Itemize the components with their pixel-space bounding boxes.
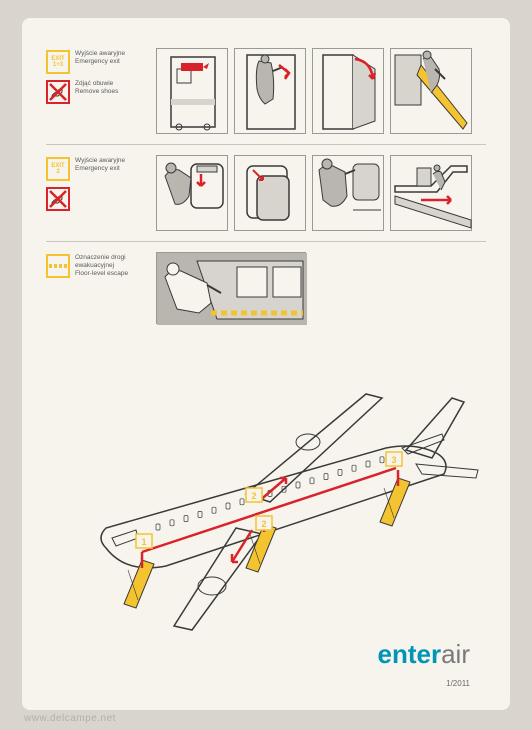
no-shoes-icon	[46, 80, 70, 104]
aircraft-diagram: 1 2 2 3	[46, 338, 486, 638]
instruction-panel	[156, 48, 228, 134]
label-en: Remove shoes	[75, 88, 118, 96]
floor-path-icon	[46, 254, 70, 278]
prohibition-icon	[46, 187, 70, 211]
label-pl: Wyjście awaryjne	[75, 157, 125, 165]
separator	[46, 144, 486, 145]
label-pl: Zdjąć obuwie	[75, 80, 118, 88]
exit-1-3-icon: EXIT1+3	[46, 50, 70, 74]
section-exit-2: EXIT2 Wyjście awaryjne Emergency exit	[46, 155, 486, 231]
label-en: Emergency exit	[75, 165, 125, 173]
panels-floor-path	[156, 252, 306, 324]
legend-text: Zdjąć obuwie Remove shoes	[75, 80, 118, 96]
svg-text:2: 2	[261, 519, 266, 529]
svg-text:3: 3	[391, 455, 396, 465]
instruction-panel	[156, 252, 306, 324]
section-floor-path: Oznaczenie drogi ewakuacyjnej Floor-leve…	[46, 252, 486, 324]
legend-row: EXIT2 Wyjście awaryjne Emergency exit	[46, 157, 156, 181]
section-exit-1-3: EXIT1+3 Wyjście awaryjne Emergency exit …	[46, 48, 486, 134]
aircraft-svg: 1 2 2 3	[46, 338, 486, 638]
legend-floor-path: Oznaczenie drogi ewakuacyjnej Floor-leve…	[46, 252, 156, 284]
brand-logo: enterair	[378, 639, 470, 670]
instruction-panel	[390, 155, 472, 231]
watermark: www.delcampe.net	[24, 713, 116, 724]
label-en: Floor-level escape	[75, 270, 156, 278]
brand-part2: air	[441, 639, 470, 669]
instruction-panel	[390, 48, 472, 134]
instruction-panel	[234, 155, 306, 231]
instruction-panel	[156, 155, 228, 231]
instruction-panel	[312, 48, 384, 134]
legend-row: Oznaczenie drogi ewakuacyjnej Floor-leve…	[46, 254, 156, 278]
instruction-panel	[234, 48, 306, 134]
separator	[46, 241, 486, 242]
legend-exit-1-3: EXIT1+3 Wyjście awaryjne Emergency exit …	[46, 48, 156, 110]
legend-text: Wyjście awaryjne Emergency exit	[75, 50, 125, 66]
legend-row: Zdjąć obuwie Remove shoes	[46, 80, 156, 104]
svg-text:1: 1	[141, 537, 146, 547]
legend-exit-2: EXIT2 Wyjście awaryjne Emergency exit	[46, 155, 156, 217]
legend-text: Wyjście awaryjne Emergency exit	[75, 157, 125, 173]
legend-text: Oznaczenie drogi ewakuacyjnej Floor-leve…	[75, 254, 156, 277]
panels-exit-2	[156, 155, 472, 231]
safety-card: EXIT1+3 Wyjście awaryjne Emergency exit …	[22, 18, 510, 710]
label-pl: Oznaczenie drogi ewakuacyjnej	[75, 254, 156, 270]
svg-text:2: 2	[251, 491, 256, 501]
legend-row	[46, 187, 156, 211]
exit-2-icon: EXIT2	[46, 157, 70, 181]
brand-part1: enter	[378, 639, 442, 669]
panels-exit-1-3	[156, 48, 472, 134]
label-pl: Wyjście awaryjne	[75, 50, 125, 58]
label-en: Emergency exit	[75, 58, 125, 66]
version-label: 1/2011	[446, 679, 470, 688]
instruction-panel	[312, 155, 384, 231]
legend-row: EXIT1+3 Wyjście awaryjne Emergency exit	[46, 50, 156, 74]
